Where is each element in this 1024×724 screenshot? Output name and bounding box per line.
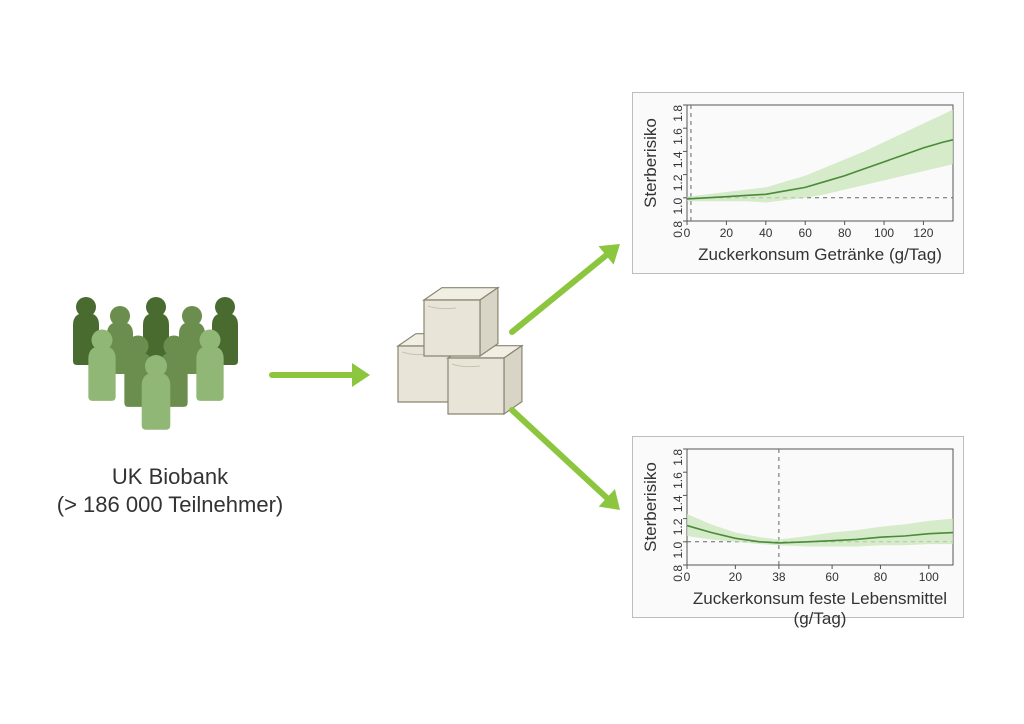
- arrow-cubes-to-bottom: [512, 410, 607, 498]
- svg-text:80: 80: [874, 570, 888, 584]
- svg-text:1.2: 1.2: [671, 174, 685, 191]
- svg-text:1.0: 1.0: [671, 197, 685, 214]
- svg-text:60: 60: [799, 226, 813, 240]
- svg-text:1.0: 1.0: [671, 541, 685, 558]
- svg-text:0: 0: [684, 226, 691, 240]
- chart-beverages-xlabel: Zuckerkonsum Getränke (g/Tag): [687, 245, 953, 265]
- svg-text:100: 100: [874, 226, 894, 240]
- chart-solid-food-box: 0.81.01.21.41.61.8020386080100 Sterberis…: [632, 436, 964, 618]
- svg-text:1.2: 1.2: [671, 518, 685, 535]
- svg-text:1.8: 1.8: [671, 449, 685, 466]
- svg-text:1.4: 1.4: [671, 495, 685, 512]
- svg-text:1.6: 1.6: [671, 472, 685, 489]
- svg-text:20: 20: [729, 570, 743, 584]
- chart-solid-food-ylabel: Sterberisiko: [641, 449, 661, 565]
- svg-text:1.8: 1.8: [671, 105, 685, 122]
- svg-text:20: 20: [720, 226, 734, 240]
- chart-solid-food-xlabel: Zuckerkonsum feste Lebensmittel (g/Tag): [687, 589, 953, 629]
- svg-text:60: 60: [825, 570, 839, 584]
- svg-text:1.4: 1.4: [671, 151, 685, 168]
- svg-text:38: 38: [772, 570, 786, 584]
- svg-text:1.6: 1.6: [671, 128, 685, 145]
- svg-text:100: 100: [919, 570, 939, 584]
- svg-text:40: 40: [759, 226, 773, 240]
- chart-beverages-box: 0.81.01.21.41.61.8020406080100120 Sterbe…: [632, 92, 964, 274]
- svg-text:0: 0: [684, 570, 691, 584]
- stage: UK Biobank (> 186 000 Teilnehmer) 0.81.0…: [0, 0, 1024, 724]
- svg-text:80: 80: [838, 226, 852, 240]
- chart-beverages-ylabel: Sterberisiko: [641, 105, 661, 221]
- arrow-cubes-to-top: [512, 255, 606, 332]
- svg-text:120: 120: [913, 226, 933, 240]
